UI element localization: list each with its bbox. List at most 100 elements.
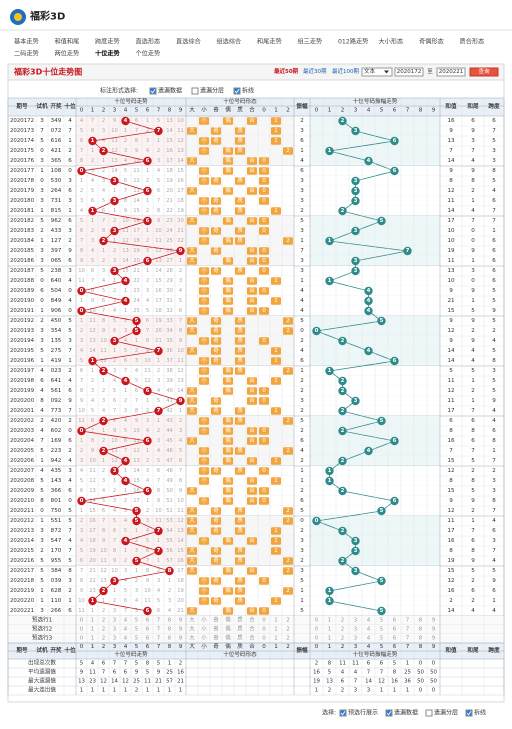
predict-shape[interactable]: 1 bbox=[274, 627, 277, 633]
predict-digit[interactable]: 0 bbox=[80, 618, 84, 624]
predict-shape[interactable]: 偶 bbox=[225, 625, 231, 633]
predict-digit[interactable]: 0 bbox=[80, 627, 84, 633]
predict-digit[interactable]: 3 bbox=[113, 636, 116, 642]
predict-digit[interactable]: 7 bbox=[157, 636, 160, 642]
predict-shape[interactable]: 2 bbox=[286, 627, 289, 633]
predict-digit[interactable]: 7 bbox=[406, 627, 409, 633]
predict-digit[interactable]: 8 bbox=[168, 636, 172, 642]
checkbox[interactable] bbox=[233, 87, 241, 95]
nav-item[interactable]: 基本走势 bbox=[14, 38, 39, 46]
predict-shape[interactable]: 偶 bbox=[225, 616, 231, 624]
predict-digit[interactable]: 3 bbox=[354, 618, 357, 624]
predict-digit[interactable]: 1 bbox=[328, 627, 331, 633]
query-button[interactable] bbox=[469, 67, 499, 77]
predict-digit[interactable]: 4 bbox=[124, 636, 128, 642]
predict-digit[interactable]: 1 bbox=[91, 627, 94, 633]
to-input[interactable] bbox=[436, 67, 466, 77]
nav-item[interactable]: 组三走势 bbox=[298, 38, 323, 46]
checkbox[interactable] bbox=[425, 709, 433, 717]
predict-shape[interactable]: 质 bbox=[237, 625, 243, 633]
predict-digit[interactable]: 8 bbox=[419, 636, 423, 642]
checkbox[interactable] bbox=[465, 709, 473, 717]
predict-digit[interactable]: 2 bbox=[341, 618, 344, 624]
predict-shape[interactable]: 大 bbox=[189, 634, 195, 642]
checkbox[interactable] bbox=[385, 709, 393, 717]
nav-item[interactable]: 个位走势 bbox=[136, 50, 161, 58]
predict-digit[interactable]: 6 bbox=[146, 636, 150, 642]
predict-shape[interactable]: 大 bbox=[189, 616, 195, 624]
nav-item[interactable]: 直选形态 bbox=[136, 38, 161, 46]
predict-digit[interactable]: 5 bbox=[135, 618, 138, 624]
nav-item[interactable]: 和尾走势 bbox=[257, 38, 282, 46]
predict-digit[interactable]: 7 bbox=[406, 618, 409, 624]
from-input[interactable] bbox=[394, 67, 424, 77]
predict-digit[interactable]: 3 bbox=[113, 618, 116, 624]
predict-digit[interactable]: 5 bbox=[380, 636, 383, 642]
predict-digit[interactable]: 4 bbox=[367, 627, 371, 633]
nav-item[interactable]: 直选综合 bbox=[176, 38, 201, 46]
nav-item[interactable]: 大小形态 bbox=[379, 38, 404, 46]
predict-digit[interactable]: 0 bbox=[315, 618, 319, 624]
predict-label[interactable]: 预选行3 bbox=[32, 634, 53, 642]
predict-shape[interactable]: 小 bbox=[201, 634, 207, 642]
predict-digit[interactable]: 9 bbox=[432, 627, 436, 633]
predict-shape[interactable]: 2 bbox=[286, 618, 289, 624]
predict-digit[interactable]: 0 bbox=[315, 636, 319, 642]
predict-shape[interactable]: 奇 bbox=[213, 625, 219, 633]
predict-digit[interactable]: 2 bbox=[102, 636, 105, 642]
predict-digit[interactable]: 9 bbox=[179, 618, 183, 624]
predict-shape[interactable]: 合 bbox=[249, 625, 255, 633]
predict-shape[interactable]: 大 bbox=[189, 625, 195, 633]
predict-digit[interactable]: 2 bbox=[102, 618, 105, 624]
predict-shape[interactable]: 1 bbox=[274, 618, 277, 624]
predict-digit[interactable]: 6 bbox=[393, 618, 397, 624]
predict-shape[interactable]: 合 bbox=[249, 616, 255, 624]
nav-item[interactable]: 二码走势 bbox=[14, 50, 39, 58]
predict-digit[interactable]: 1 bbox=[91, 618, 94, 624]
predict-digit[interactable]: 2 bbox=[341, 636, 344, 642]
predict-digit[interactable]: 5 bbox=[380, 618, 383, 624]
predict-digit[interactable]: 8 bbox=[168, 618, 172, 624]
predict-shape[interactable]: 质 bbox=[237, 634, 243, 642]
predict-digit[interactable]: 9 bbox=[179, 636, 183, 642]
predict-digit[interactable]: 7 bbox=[157, 627, 160, 633]
predict-shape[interactable]: 0 bbox=[262, 618, 266, 624]
predict-digit[interactable]: 5 bbox=[380, 627, 383, 633]
predict-shape[interactable]: 0 bbox=[262, 627, 266, 633]
predict-digit[interactable]: 9 bbox=[432, 618, 436, 624]
predict-digit[interactable]: 6 bbox=[393, 627, 397, 633]
nav-item[interactable]: 跨度走势 bbox=[95, 38, 120, 46]
predict-shape[interactable]: 质 bbox=[237, 616, 243, 624]
predict-digit[interactable]: 6 bbox=[146, 618, 150, 624]
predict-digit[interactable]: 4 bbox=[367, 636, 371, 642]
predict-digit[interactable]: 0 bbox=[315, 627, 319, 633]
predict-digit[interactable]: 8 bbox=[419, 618, 423, 624]
predict-digit[interactable]: 5 bbox=[135, 636, 138, 642]
predict-shape[interactable]: 0 bbox=[262, 636, 266, 642]
predict-digit[interactable]: 4 bbox=[124, 618, 128, 624]
predict-digit[interactable]: 1 bbox=[328, 618, 331, 624]
predict-digit[interactable]: 6 bbox=[393, 636, 397, 642]
predict-shape[interactable]: 小 bbox=[201, 625, 207, 633]
nav-item[interactable]: 组选综合 bbox=[217, 38, 242, 46]
predict-digit[interactable]: 5 bbox=[135, 627, 138, 633]
predict-digit[interactable]: 3 bbox=[354, 636, 357, 642]
checkbox[interactable] bbox=[339, 709, 347, 717]
range-link[interactable]: 最近100期 bbox=[332, 67, 359, 75]
predict-shape[interactable]: 奇 bbox=[213, 634, 219, 642]
nav-item[interactable]: 十位走势 bbox=[95, 50, 121, 58]
predict-digit[interactable]: 2 bbox=[341, 627, 344, 633]
nav-item[interactable]: 两位走势 bbox=[55, 50, 80, 58]
mode-select[interactable] bbox=[361, 67, 393, 77]
predict-shape[interactable]: 合 bbox=[249, 634, 255, 642]
predict-shape[interactable]: 小 bbox=[201, 616, 207, 624]
predict-digit[interactable]: 8 bbox=[419, 627, 423, 633]
predict-shape[interactable]: 1 bbox=[274, 636, 277, 642]
nav-item[interactable]: 质合形态 bbox=[460, 38, 485, 46]
range-link[interactable]: 最近30期 bbox=[303, 67, 327, 75]
predict-shape[interactable]: 2 bbox=[286, 636, 289, 642]
predict-digit[interactable]: 2 bbox=[102, 627, 105, 633]
nav-item[interactable]: 和值和尾 bbox=[55, 38, 80, 46]
nav-item[interactable]: 012路走势 bbox=[338, 38, 368, 46]
predict-label[interactable]: 预选行1 bbox=[32, 616, 53, 624]
